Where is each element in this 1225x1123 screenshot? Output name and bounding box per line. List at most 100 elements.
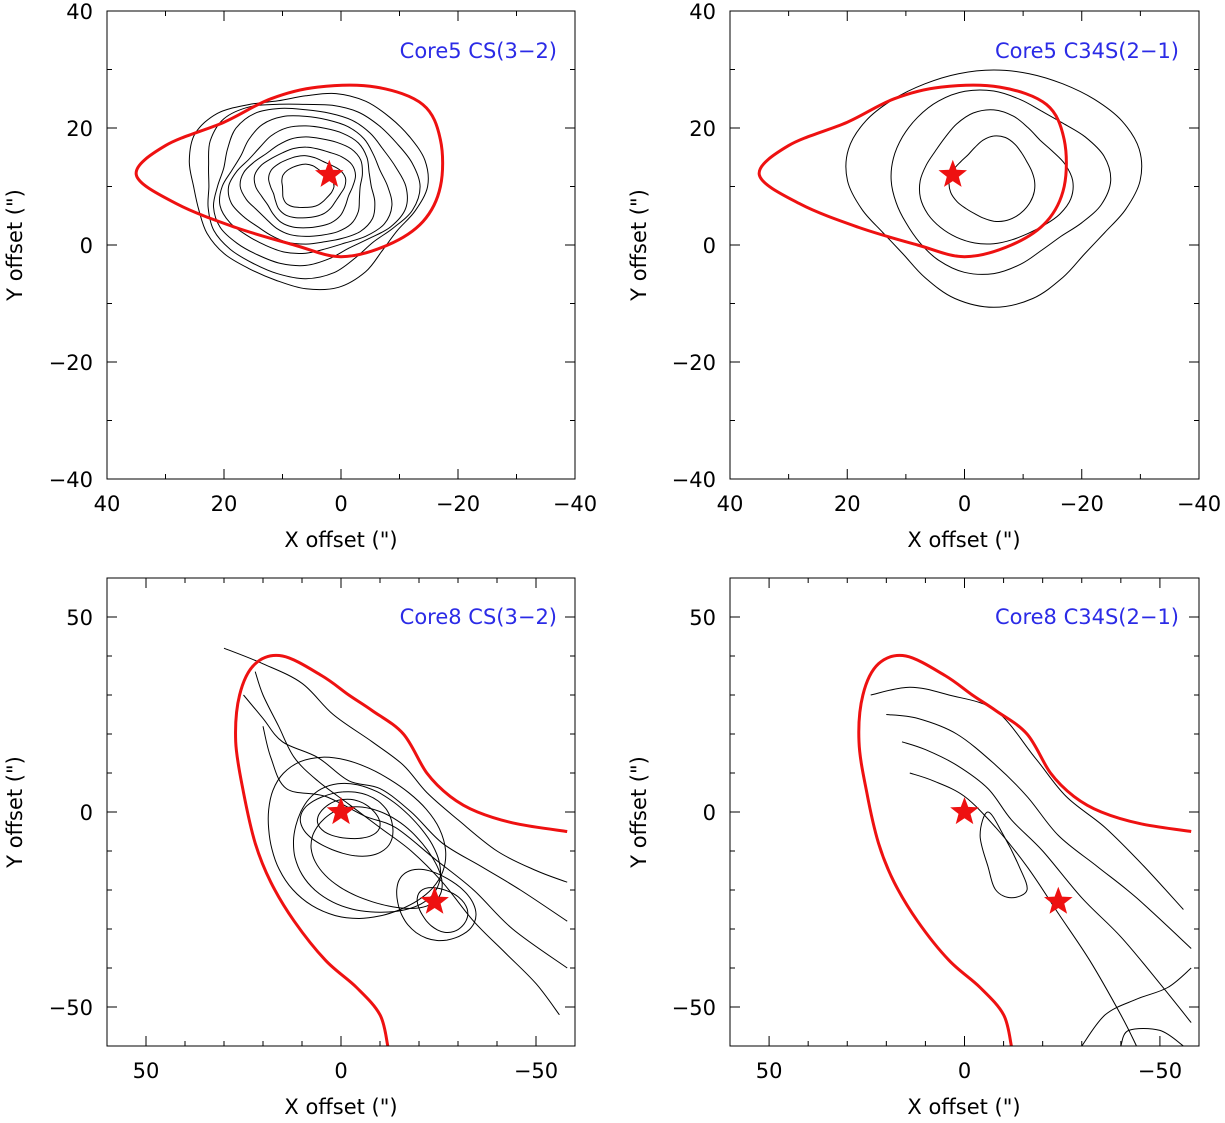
contour-group xyxy=(845,69,1143,308)
axes: 50 0 −50 −50 0 50 xyxy=(672,577,1200,1083)
plot-area xyxy=(134,83,445,291)
contour-line xyxy=(901,741,1192,1023)
axes: 40 20 0 −20 −40 −40 −20 0 20 40 xyxy=(672,0,1221,516)
contour-line xyxy=(212,107,408,267)
contour-line xyxy=(243,694,568,922)
x-tick-label: 40 xyxy=(717,492,744,516)
x-axis-title: X offset (") xyxy=(907,528,1020,552)
contour-line xyxy=(268,155,347,219)
contour-line xyxy=(416,887,469,934)
panel-title: Core8 C34S(2−1) xyxy=(995,605,1179,629)
outline-contour xyxy=(857,653,1192,1046)
x-tick-label: 40 xyxy=(94,492,121,516)
contour-line xyxy=(239,136,363,237)
contour-line xyxy=(254,671,560,1016)
y-tick-label: 20 xyxy=(66,117,93,141)
contour-line xyxy=(909,772,1137,1046)
x-tick-label: −20 xyxy=(1060,492,1104,516)
plot-area xyxy=(857,653,1192,1046)
contour-line xyxy=(396,868,477,942)
plot-frame xyxy=(729,10,1200,480)
panel-title: Core5 C34S(2−1) xyxy=(995,39,1179,63)
panel-core8-cs32: Core8 CS(3−2) X offset (") Y offset (") … xyxy=(3,577,576,1119)
x-axis-title: X offset (") xyxy=(284,1095,397,1119)
y-tick-label: 20 xyxy=(689,117,716,141)
panel-core5-c34s21: Core5 C34S(2−1) X offset (") Y offset ("… xyxy=(627,0,1221,552)
contour-line xyxy=(223,647,568,883)
y-axis-title: Y offset (") xyxy=(627,189,651,302)
contour-line xyxy=(870,686,1184,910)
contour-group xyxy=(223,647,568,1016)
y-axis-title: Y offset (") xyxy=(627,756,651,869)
contour-group xyxy=(870,686,1192,1046)
contour-line xyxy=(253,146,357,229)
star-marker xyxy=(938,159,967,187)
plot-area xyxy=(223,647,568,1046)
x-axis-title: X offset (") xyxy=(907,1095,1020,1119)
contour-line xyxy=(281,163,335,208)
x-tick-label: 20 xyxy=(211,492,238,516)
x-axis-title: X offset (") xyxy=(284,528,397,552)
x-tick-label: 0 xyxy=(958,492,971,516)
y-axis-title: Y offset (") xyxy=(3,756,27,869)
x-tick-label: 0 xyxy=(334,1059,347,1083)
y-tick-label: −20 xyxy=(672,351,716,375)
y-tick-label: 50 xyxy=(66,606,93,630)
y-tick-label: 40 xyxy=(66,0,93,24)
contour-line xyxy=(299,791,394,857)
axes: 40 20 0 −20 −40 −40 −20 0 20 40 xyxy=(49,0,597,516)
contour-line xyxy=(890,89,1112,275)
y-tick-label: −40 xyxy=(672,468,716,492)
contour-line xyxy=(886,714,1192,949)
contour-line xyxy=(979,811,1028,899)
y-axis-title: Y offset (") xyxy=(3,189,27,302)
x-tick-label: 0 xyxy=(958,1059,971,1083)
y-tick-label: 50 xyxy=(689,606,716,630)
plot-frame xyxy=(106,10,576,480)
x-tick-label: −40 xyxy=(1177,492,1221,516)
contour-line xyxy=(188,92,429,291)
y-tick-label: 40 xyxy=(689,0,716,24)
star-marker xyxy=(326,797,356,825)
contour-line xyxy=(310,806,443,910)
panel-title: Core8 CS(3−2) xyxy=(400,605,557,629)
x-tick-label: −20 xyxy=(436,492,480,516)
y-tick-label: 0 xyxy=(703,234,716,258)
x-tick-label: −50 xyxy=(1138,1059,1182,1083)
x-tick-label: 50 xyxy=(133,1059,160,1083)
y-tick-label: 0 xyxy=(80,234,93,258)
plot-area xyxy=(757,69,1143,308)
x-tick-label: 50 xyxy=(756,1059,783,1083)
star-marker xyxy=(1044,886,1073,914)
contour-line xyxy=(267,756,447,920)
star-marker xyxy=(420,886,449,914)
contour-line xyxy=(948,135,1036,222)
panel-title: Core5 CS(3−2) xyxy=(400,39,557,63)
y-tick-label: 0 xyxy=(703,801,716,825)
axes: 50 0 −50 −50 0 50 xyxy=(49,577,576,1083)
contour-line xyxy=(918,109,1074,245)
contour-line xyxy=(316,798,381,840)
contour-line xyxy=(207,103,421,280)
x-tick-label: 0 xyxy=(334,492,347,516)
outline-contour xyxy=(757,83,1068,259)
star-marker xyxy=(950,797,979,825)
star-marker xyxy=(315,159,344,187)
x-tick-label: 20 xyxy=(834,492,861,516)
y-tick-label: −50 xyxy=(672,996,716,1020)
y-tick-label: −20 xyxy=(49,351,93,375)
x-tick-label: −50 xyxy=(514,1059,558,1083)
contour-line xyxy=(227,125,376,245)
x-tick-label: −40 xyxy=(553,492,597,516)
contour-line xyxy=(262,726,568,969)
y-tick-label: −50 xyxy=(49,996,93,1020)
contour-line xyxy=(219,115,393,254)
outline-contour xyxy=(134,83,445,259)
contour-line xyxy=(292,782,442,913)
panel-core8-c34s21: Core8 C34S(2−1) X offset (") Y offset ("… xyxy=(627,577,1200,1119)
contour-line xyxy=(845,69,1143,308)
y-tick-label: 0 xyxy=(80,801,93,825)
y-tick-label: −40 xyxy=(49,468,93,492)
contour-line xyxy=(1120,1027,1184,1046)
